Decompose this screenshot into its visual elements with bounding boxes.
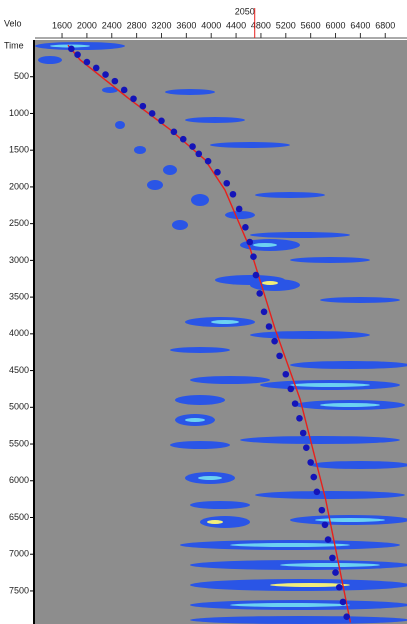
pick-point (332, 569, 339, 576)
pick-point (321, 521, 329, 529)
pick-point (307, 459, 314, 466)
pick-point (83, 58, 91, 66)
pick-point (313, 488, 321, 496)
pick-point (214, 168, 221, 176)
plot-area (35, 40, 407, 624)
pick-point (291, 400, 299, 407)
y-tick-label: 4000 (9, 328, 29, 338)
x-tick-label: 6800 (375, 20, 395, 30)
pick-point (282, 370, 290, 378)
y-tick-label: 3500 (9, 291, 29, 301)
pick-point (111, 77, 119, 85)
y-tick-label: 1000 (9, 108, 29, 118)
pick-point (195, 150, 203, 158)
y-tick-label: 7000 (9, 549, 29, 559)
x-tick-label: 6400 (350, 20, 370, 30)
pick-point (303, 444, 310, 451)
x-tick-label: 5200 (276, 20, 296, 30)
pick-point (74, 51, 81, 58)
pick-point (235, 205, 243, 213)
y-tick-label: 1500 (9, 145, 29, 155)
y-tick-label: 2500 (9, 218, 29, 228)
pick-point (102, 71, 109, 78)
pick-point (335, 583, 343, 591)
pick-point (299, 429, 307, 437)
pick-point (68, 45, 75, 53)
x-tick-label: 5600 (301, 20, 321, 30)
y-tick-label: 2000 (9, 181, 29, 191)
pick-point (324, 536, 332, 543)
pick-point (296, 415, 303, 422)
y-tick-label: 500 (14, 71, 29, 81)
velocity-curve (67, 44, 352, 623)
y-axis-label: Time (4, 40, 24, 50)
y-tick-label: 6500 (9, 512, 29, 522)
y-tick-label: 7500 (9, 585, 29, 595)
pick-point (92, 64, 100, 72)
pick-point (204, 157, 212, 165)
pick-point (189, 143, 196, 150)
x-tick-label: 4800 (251, 20, 271, 30)
pick-point (148, 110, 156, 117)
x-tick-label: 6000 (326, 20, 346, 30)
pick-point (318, 506, 326, 514)
pick-point (310, 473, 318, 481)
y-tick-label: 5500 (9, 438, 29, 448)
marks (67, 44, 352, 623)
pick-point (329, 554, 336, 562)
pick-point (130, 95, 137, 103)
pick-point (287, 385, 295, 393)
x-axis-label: Velo (4, 18, 22, 28)
pick-point (179, 135, 187, 143)
pick-point (256, 290, 263, 297)
pick-point (242, 224, 249, 231)
pick-point (260, 308, 268, 316)
pick-point (252, 271, 260, 279)
pick-point (265, 323, 273, 330)
pick-point (343, 613, 351, 620)
pick-point (250, 253, 257, 261)
pick-point (229, 190, 237, 198)
x-tick-label: 2000 (77, 20, 97, 30)
pick-point (246, 238, 254, 246)
x-tick-label: 2400 (102, 20, 122, 30)
x-tick-label: 3200 (151, 20, 171, 30)
pick-point (339, 598, 347, 606)
pick-point (271, 337, 278, 345)
pick-point (158, 117, 165, 125)
x-tick-label: 4400 (226, 20, 246, 30)
pick-point (223, 179, 231, 187)
semblance-contours (35, 42, 407, 624)
y-tick-label: 4500 (9, 365, 29, 375)
pick-point (276, 352, 283, 360)
pick-point (139, 102, 147, 110)
x-tick-label: 1600 (52, 20, 72, 30)
y-tick-label: 3000 (9, 255, 29, 265)
x-tick-label: 2800 (127, 20, 147, 30)
x-tick-label: 3600 (176, 20, 196, 30)
y-tick-label: 6000 (9, 475, 29, 485)
pick-point (170, 128, 178, 136)
cursor-label: 2050 (235, 6, 255, 16)
x-tick-label: 4000 (201, 20, 221, 30)
pick-point (120, 86, 128, 94)
y-tick-label: 5000 (9, 402, 29, 412)
